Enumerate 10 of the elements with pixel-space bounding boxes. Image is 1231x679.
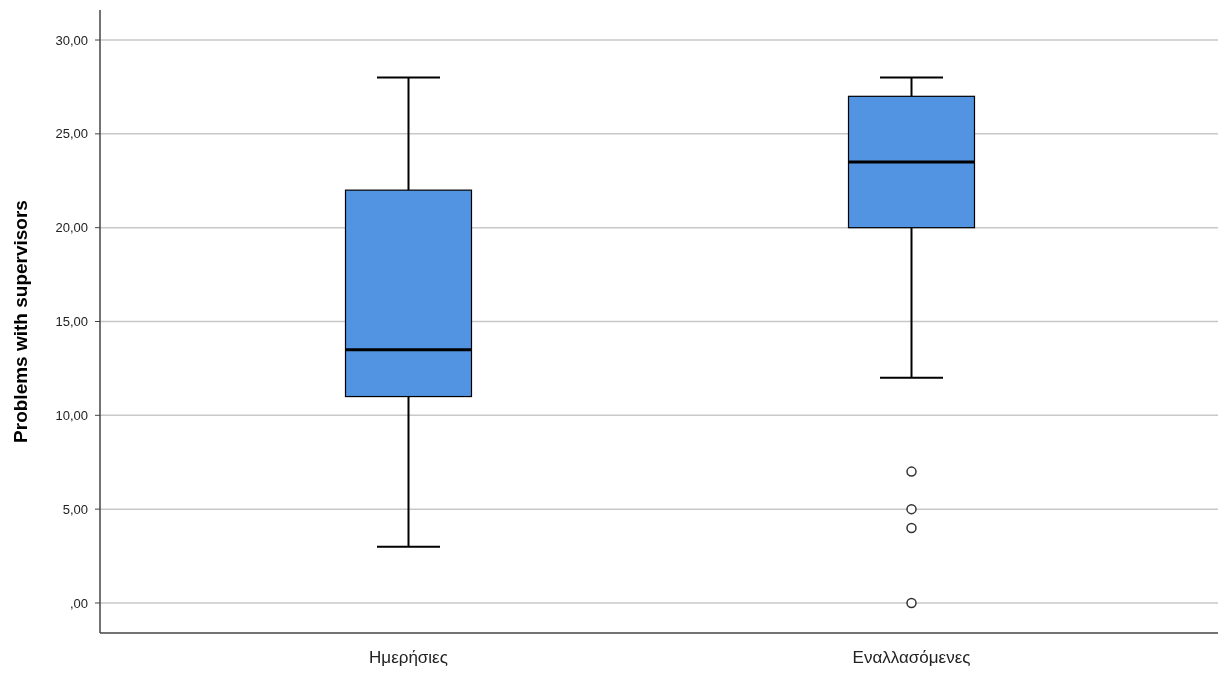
y-tick-label: ,00 — [69, 595, 88, 611]
y-axis-title: Problems with supervisors — [10, 200, 31, 443]
y-tick-label: 10,00 — [55, 407, 88, 423]
x-tick-label: Ημερήσιες — [369, 648, 448, 667]
y-tick-label: 15,00 — [55, 314, 88, 330]
y-tick-label: 20,00 — [55, 220, 88, 236]
y-tick-label: 25,00 — [55, 126, 88, 142]
y-tick-label: 30,00 — [55, 32, 88, 48]
y-tick-label: 5,00 — [62, 501, 88, 517]
x-tick-label: Εναλλασόμενες — [852, 648, 971, 667]
